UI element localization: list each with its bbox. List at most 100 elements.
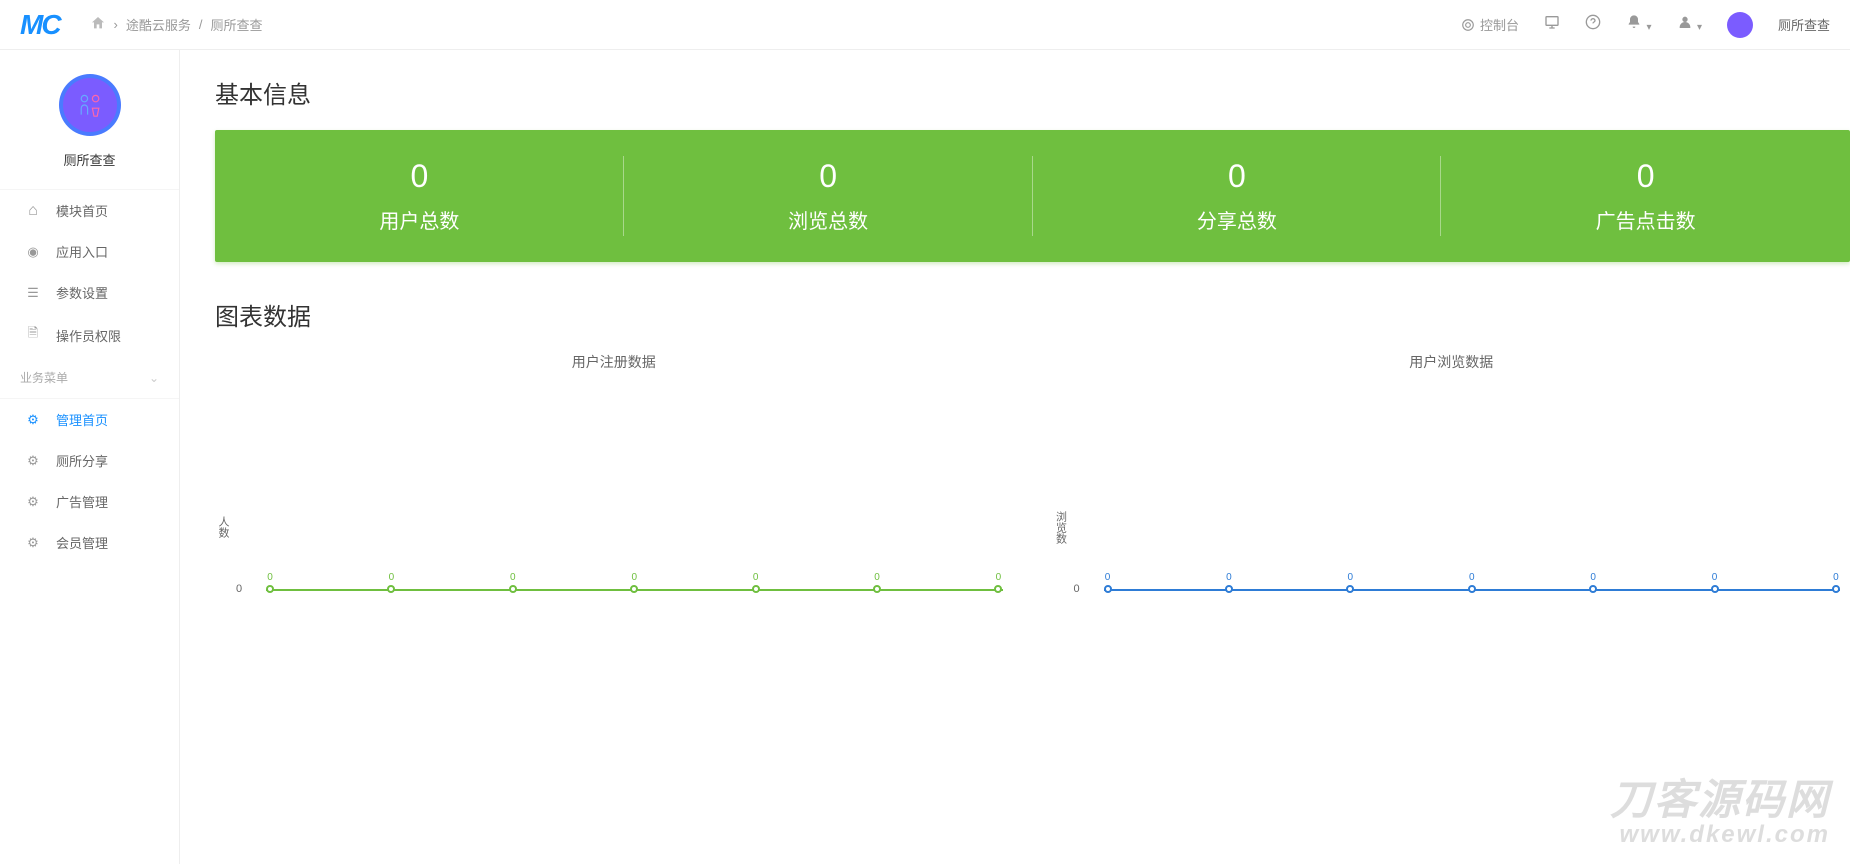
stat-value: 0 bbox=[634, 158, 1023, 195]
chart-point: 0 bbox=[1225, 585, 1233, 593]
chart-point: 0 bbox=[1346, 585, 1354, 593]
charts-row: 用户注册数据 人数 0 0 0 0 0 0 0 0 用户浏览数据 浏览数 0 bbox=[215, 352, 1850, 667]
y-axis-label: 人数 bbox=[215, 516, 236, 538]
chart-point-label: 0 bbox=[1712, 572, 1718, 583]
sidebar-item-label: 管理首页 bbox=[56, 410, 108, 429]
sidebar-item-member-manage[interactable]: 会员管理 bbox=[0, 522, 179, 563]
chart-title: 用户浏览数据 bbox=[1053, 352, 1850, 372]
stat-label: 用户总数 bbox=[225, 205, 614, 234]
user-icon[interactable]: ▾ bbox=[1677, 14, 1702, 35]
y-tick: 0 bbox=[1074, 583, 1080, 595]
chart-point: 0 bbox=[266, 585, 274, 593]
app-avatar bbox=[60, 75, 120, 135]
basic-info-title: 基本信息 bbox=[215, 75, 1850, 110]
main-content: 基本信息 0 用户总数 0 浏览总数 0 分享总数 0 广告点击数 图表数据 bbox=[180, 50, 1850, 864]
gear-icon bbox=[25, 494, 41, 510]
stats-row: 0 用户总数 0 浏览总数 0 分享总数 0 广告点击数 bbox=[215, 130, 1850, 262]
chart-point-label: 0 bbox=[267, 572, 273, 583]
breadcrumb: › 途酷云服务 / 厕所查查 bbox=[90, 15, 263, 34]
stat-label: 分享总数 bbox=[1043, 205, 1432, 234]
entry-icon bbox=[25, 244, 41, 260]
chart-point: 0 bbox=[509, 585, 517, 593]
chart-point: 0 bbox=[1104, 585, 1112, 593]
chart-user-views: 用户浏览数据 浏览数 0 0 0 0 0 0 0 0 bbox=[1053, 352, 1850, 667]
chart-point: 0 bbox=[630, 585, 638, 593]
control-panel-label: 控制台 bbox=[1480, 15, 1519, 34]
sidebar-item-ad-manage[interactable]: 广告管理 bbox=[0, 481, 179, 522]
help-icon[interactable] bbox=[1585, 14, 1601, 35]
gear-icon bbox=[25, 535, 41, 551]
chart-plot: 0 0 0 0 0 0 0 0 bbox=[1074, 387, 1850, 667]
sidebar-item-label: 广告管理 bbox=[56, 492, 108, 511]
sidebar-item-label: 厕所分享 bbox=[56, 451, 108, 470]
chart-data-title: 图表数据 bbox=[215, 297, 1850, 332]
stat-views-total: 0 浏览总数 bbox=[624, 130, 1033, 262]
stat-ad-clicks: 0 广告点击数 bbox=[1441, 130, 1850, 262]
chart-point: 0 bbox=[994, 585, 1002, 593]
chevron-down-icon: ⌄ bbox=[149, 371, 159, 385]
chart-point-label: 0 bbox=[389, 572, 395, 583]
chart-point-label: 0 bbox=[1833, 572, 1839, 583]
sidebar-item-label: 会员管理 bbox=[56, 533, 108, 552]
sidebar-item-operator-perm[interactable]: 操作员权限 bbox=[0, 313, 179, 357]
chart-point: 0 bbox=[873, 585, 881, 593]
sidebar-item-app-entry[interactable]: 应用入口 bbox=[0, 231, 179, 272]
stat-label: 浏览总数 bbox=[634, 205, 1023, 234]
stat-value: 0 bbox=[225, 158, 614, 195]
sidebar-item-params[interactable]: 参数设置 bbox=[0, 272, 179, 313]
sidebar-app-name: 厕所查查 bbox=[0, 150, 179, 169]
header-right: 控制台 ▾ ▾ 厕所查查 bbox=[1461, 12, 1830, 38]
stat-value: 0 bbox=[1043, 158, 1432, 195]
home-icon[interactable] bbox=[90, 15, 106, 34]
chart-point: 0 bbox=[752, 585, 760, 593]
chart-point: 0 bbox=[1468, 585, 1476, 593]
breadcrumb-sep: › bbox=[114, 17, 118, 32]
chart-point-label: 0 bbox=[1348, 572, 1354, 583]
chart-point-label: 0 bbox=[753, 572, 759, 583]
stat-label: 广告点击数 bbox=[1451, 205, 1840, 234]
chart-point: 0 bbox=[1589, 585, 1597, 593]
chart-point: 0 bbox=[1711, 585, 1719, 593]
chart-point-label: 0 bbox=[631, 572, 637, 583]
home-icon bbox=[25, 202, 41, 220]
y-axis-label: 浏览数 bbox=[1053, 511, 1074, 544]
chart-title: 用户注册数据 bbox=[215, 352, 1013, 372]
sidebar: 厕所查查 模块首页 应用入口 参数设置 操作员权限 业务菜单 ⌄ 管理首页 bbox=[0, 50, 180, 864]
chart-point-label: 0 bbox=[996, 572, 1002, 583]
sidebar-item-admin-home[interactable]: 管理首页 bbox=[0, 399, 179, 440]
breadcrumb-service[interactable]: 途酷云服务 bbox=[126, 15, 191, 34]
chart-point: 0 bbox=[387, 585, 395, 593]
stat-users-total: 0 用户总数 bbox=[215, 130, 624, 262]
logo[interactable]: MC bbox=[20, 9, 60, 41]
control-panel-link[interactable]: 控制台 bbox=[1461, 15, 1519, 34]
sidebar-app-info: 厕所查查 bbox=[0, 50, 179, 190]
display-icon[interactable] bbox=[1544, 14, 1560, 35]
top-header: MC › 途酷云服务 / 厕所查查 控制台 ▾ ▾ 厕所查查 bbox=[0, 0, 1850, 50]
chart-plot: 0 0 0 0 0 0 0 0 bbox=[236, 387, 1013, 667]
y-tick: 0 bbox=[236, 583, 242, 595]
chart-points: 0 0 0 0 0 0 0 bbox=[1104, 585, 1841, 593]
sidebar-section-label: 业务菜单 bbox=[20, 369, 68, 386]
header-app-name: 厕所查查 bbox=[1778, 15, 1830, 34]
sidebar-item-module-home[interactable]: 模块首页 bbox=[0, 190, 179, 231]
sidebar-item-label: 应用入口 bbox=[56, 242, 108, 261]
breadcrumb-sep: / bbox=[199, 17, 203, 32]
chart-point: 0 bbox=[1832, 585, 1840, 593]
chart-point-label: 0 bbox=[1105, 572, 1111, 583]
chart-user-register: 用户注册数据 人数 0 0 0 0 0 0 0 0 bbox=[215, 352, 1013, 667]
chart-area: 浏览数 0 0 0 0 0 0 0 0 bbox=[1053, 387, 1850, 667]
sidebar-item-label: 参数设置 bbox=[56, 283, 108, 302]
chart-point-label: 0 bbox=[874, 572, 880, 583]
stat-shares-total: 0 分享总数 bbox=[1033, 130, 1442, 262]
sidebar-section-biz[interactable]: 业务菜单 ⌄ bbox=[0, 357, 179, 399]
sidebar-item-label: 操作员权限 bbox=[56, 326, 121, 345]
sidebar-item-label: 模块首页 bbox=[56, 201, 108, 220]
gear-icon bbox=[25, 453, 41, 469]
chart-point-label: 0 bbox=[1590, 572, 1596, 583]
breadcrumb-app[interactable]: 厕所查查 bbox=[211, 15, 263, 34]
chart-point-label: 0 bbox=[1226, 572, 1232, 583]
gear-icon bbox=[25, 412, 41, 428]
sidebar-item-toilet-share[interactable]: 厕所分享 bbox=[0, 440, 179, 481]
bell-icon[interactable]: ▾ bbox=[1626, 14, 1651, 35]
user-avatar[interactable] bbox=[1727, 12, 1753, 38]
